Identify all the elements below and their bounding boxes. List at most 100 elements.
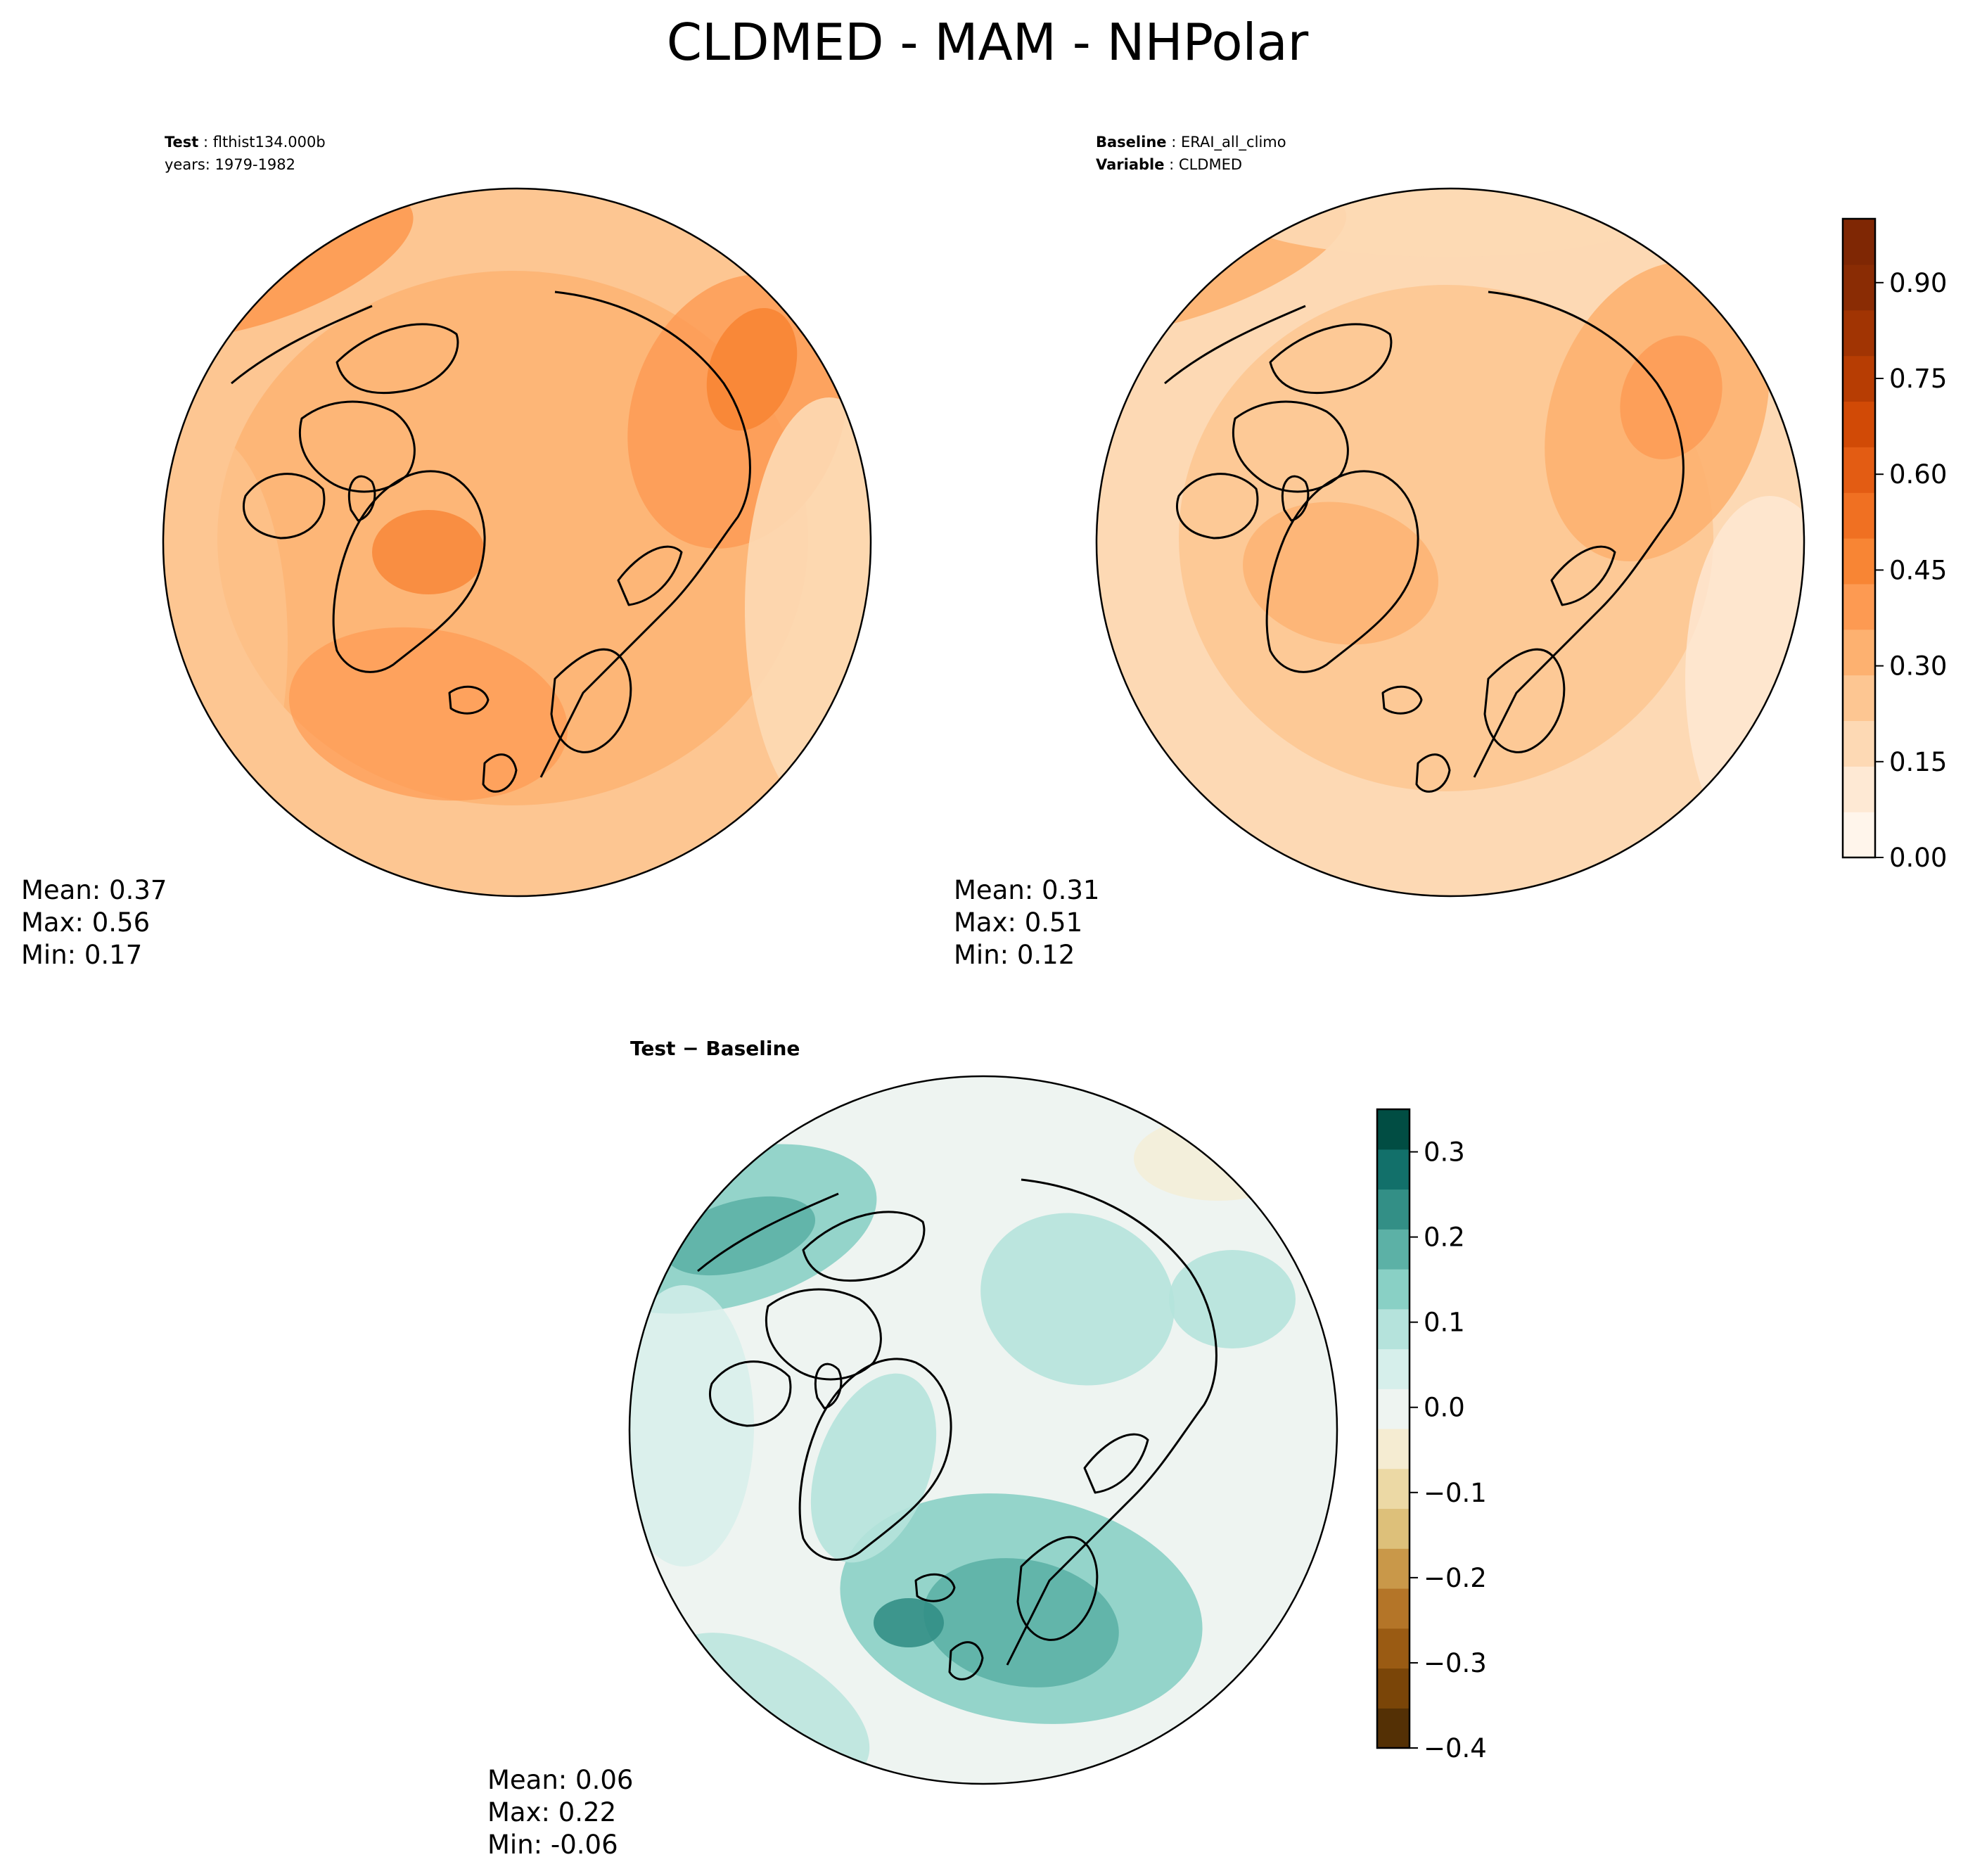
map-test-contour xyxy=(372,510,485,594)
map-diff-contour xyxy=(980,1213,1175,1386)
colorbar-main-tick-label: 0.00 xyxy=(1889,843,1947,873)
coastline xyxy=(448,685,490,715)
coastline xyxy=(1550,545,1616,606)
colorbar-diff-segment xyxy=(1377,1668,1410,1709)
coastline xyxy=(1269,323,1393,395)
test-label-key: Test xyxy=(165,134,199,151)
coastline xyxy=(814,1363,843,1410)
map-diff-contour xyxy=(629,1285,754,1566)
colorbar-main-segment xyxy=(1843,675,1875,722)
colorbar-main-tick-label: 0.60 xyxy=(1889,459,1947,490)
colorbar-diff-tick-label: 0.2 xyxy=(1424,1223,1465,1253)
coastline xyxy=(1083,1433,1149,1494)
diff-label-text: Test − Baseline xyxy=(630,1037,800,1060)
colorbar-diff-segment xyxy=(1377,1708,1410,1749)
test-min: Min: 0.17 xyxy=(21,940,143,970)
map-baseline-boundary xyxy=(1095,187,1805,898)
colorbar-diff-segment xyxy=(1377,1468,1410,1510)
diff-stats: Mean: 0.06 Max: 0.22 Min: -0.06 xyxy=(487,1764,633,1861)
map-baseline xyxy=(1095,187,1805,898)
colorbar-main-segment xyxy=(1843,720,1875,767)
diff-mean: Mean: 0.06 xyxy=(487,1765,634,1795)
map-diff-contour xyxy=(1134,1116,1303,1201)
map-baseline-contour xyxy=(1620,336,1722,459)
map-diff-boundary xyxy=(628,1075,1338,1785)
coastline xyxy=(231,305,373,385)
coastline xyxy=(765,1288,882,1381)
baseline-label-value: ERAI_all_climo xyxy=(1180,134,1286,151)
map-test-coastlines xyxy=(231,291,751,793)
coastline xyxy=(335,323,459,395)
colorbar-main-segment xyxy=(1843,310,1875,357)
map-diff-contour xyxy=(1169,1250,1296,1348)
colorbar-diff-tick-label: −0.1 xyxy=(1424,1478,1487,1508)
coastline xyxy=(550,648,632,753)
baseline-max: Max: 0.51 xyxy=(954,907,1083,938)
colorbar-diff-tick-label: 0.1 xyxy=(1424,1308,1465,1338)
map-diff xyxy=(628,1075,1338,1785)
colorbar-diff: 0.3 0.2 0.1 0.0 −0.1 −0.2 −0.3 −0.4 xyxy=(1376,1108,1487,1763)
map-baseline-contour xyxy=(1235,189,1657,257)
colorbar-main-tick-label: 0.30 xyxy=(1889,651,1947,682)
colorbar-main-tick-label: 0.45 xyxy=(1889,555,1947,585)
variable-label-value: CLDMED xyxy=(1178,156,1243,173)
colorbar-main-segment xyxy=(1843,264,1875,311)
coastline xyxy=(1265,470,1419,673)
figure-title: CLDMED - MAM - NHPolar xyxy=(666,13,1309,72)
colorbar-diff-segment xyxy=(1377,1389,1410,1429)
map-test-contour xyxy=(163,433,288,855)
coastline xyxy=(482,753,518,793)
map-diff-coastlines xyxy=(697,1178,1217,1680)
test-mean: Mean: 0.37 xyxy=(21,875,167,905)
test-label: Test : flthist134.000b years: 1979-1982 xyxy=(165,134,326,173)
map-baseline-contour xyxy=(1685,496,1804,862)
map-test-field xyxy=(163,189,871,896)
test-years: years: 1979-1982 xyxy=(165,156,296,173)
coastline xyxy=(1483,648,1566,753)
baseline-label: Baseline : ERAI_all_climo Variable : CLD… xyxy=(1096,134,1286,173)
colorbar-diff-segment xyxy=(1377,1348,1410,1389)
colorbar-main-tick-label: 0.75 xyxy=(1889,364,1947,394)
coastline xyxy=(708,1360,792,1427)
test-max: Max: 0.56 xyxy=(21,907,151,938)
coastline xyxy=(1175,473,1259,540)
baseline-mean: Mean: 0.31 xyxy=(954,875,1100,905)
coastline xyxy=(617,545,683,606)
colorbar-main-segment xyxy=(1843,629,1875,676)
coastline xyxy=(1232,400,1349,493)
coastline xyxy=(539,291,751,778)
diff-label: Test − Baseline xyxy=(630,1038,800,1060)
colorbar-main-segment xyxy=(1843,583,1875,630)
colorbar-diff-segment xyxy=(1377,1628,1410,1669)
colorbar-diff-segment xyxy=(1377,1109,1410,1150)
colorbar-diff-segment xyxy=(1377,1229,1410,1270)
test-stats: Mean: 0.37 Max: 0.56 Min: 0.17 xyxy=(21,874,167,971)
colorbar-diff-tick-label: −0.3 xyxy=(1424,1648,1487,1678)
colorbar-diff-segment xyxy=(1377,1508,1410,1549)
map-diff-contour xyxy=(874,1598,944,1647)
map-test-contour xyxy=(745,397,871,819)
map-diff-field xyxy=(629,1076,1337,1784)
coastline xyxy=(948,1641,984,1680)
colorbar-main-segment xyxy=(1843,538,1875,585)
coastline xyxy=(914,1573,956,1602)
coastline xyxy=(802,1211,926,1282)
coastline xyxy=(298,400,416,493)
coastline xyxy=(697,1192,839,1272)
map-baseline-field xyxy=(1097,189,1804,896)
map-test-contour xyxy=(706,307,798,431)
baseline-stats: Mean: 0.31 Max: 0.51 Min: 0.12 xyxy=(954,874,1099,971)
colorbar-diff-tick-label: −0.2 xyxy=(1424,1563,1487,1593)
colorbar-diff-segment xyxy=(1377,1588,1410,1629)
map-baseline-coastlines xyxy=(1164,291,1685,793)
colorbar-diff-segment xyxy=(1377,1308,1410,1350)
colorbar-diff-segment xyxy=(1377,1269,1410,1310)
colorbar-diff-segment xyxy=(1377,1189,1410,1230)
colorbar-diff-segment xyxy=(1377,1149,1410,1190)
colorbar-main-segment xyxy=(1843,219,1875,265)
coastline xyxy=(1473,291,1685,778)
colorbar-main-tick-label: 0.15 xyxy=(1889,747,1947,777)
coastline xyxy=(1281,475,1310,522)
test-label-value: flthist134.000b xyxy=(212,134,326,151)
